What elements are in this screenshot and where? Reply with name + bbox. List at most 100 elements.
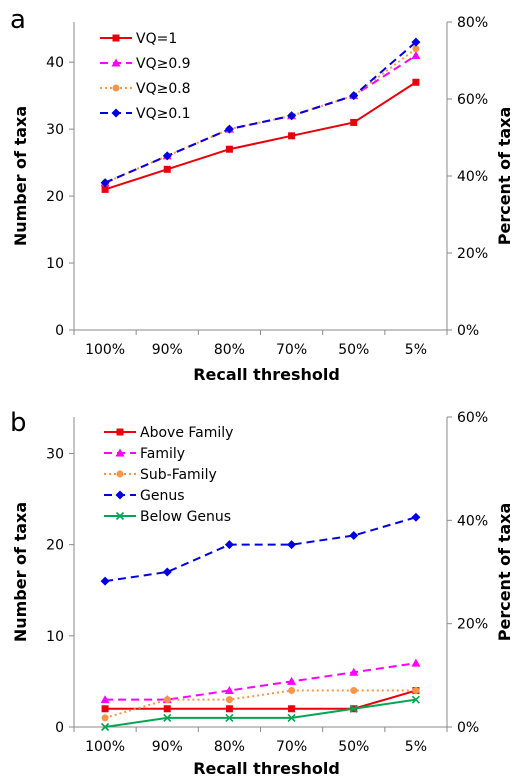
legend-label: Above Family bbox=[140, 425, 233, 441]
legend-marker bbox=[112, 84, 120, 92]
series-line bbox=[104, 81, 417, 191]
legend-label: VQ≥0.8 bbox=[136, 81, 191, 97]
data-point bbox=[100, 178, 110, 188]
legend-label: VQ≥0.1 bbox=[136, 106, 191, 122]
x-tick-label: 90% bbox=[152, 739, 183, 755]
data-point bbox=[411, 695, 420, 704]
data-point bbox=[225, 705, 233, 713]
data-point bbox=[349, 667, 359, 676]
data-point bbox=[411, 50, 421, 59]
data-point bbox=[225, 713, 234, 722]
data-point bbox=[224, 124, 234, 134]
series-line bbox=[104, 698, 417, 728]
data-point bbox=[100, 576, 110, 586]
y2-tick-label: 60% bbox=[457, 92, 488, 108]
data-point bbox=[287, 676, 297, 685]
data-point bbox=[349, 531, 359, 541]
legend-label: Family bbox=[140, 446, 185, 462]
x-tick-label: 50% bbox=[338, 739, 369, 755]
legend-label: Sub-Family bbox=[140, 467, 217, 483]
x-tick-label: 50% bbox=[338, 342, 369, 358]
legend-label: VQ≥0.9 bbox=[136, 56, 191, 72]
y-tick-label: 20 bbox=[46, 538, 64, 554]
panel-letter: b bbox=[10, 408, 27, 438]
data-point bbox=[101, 722, 110, 732]
legend-marker bbox=[111, 108, 121, 118]
data-point bbox=[287, 111, 297, 121]
panel-b: b 0 10 20 30 0% 20% 40% 60% 100% 90% 80% 70% 50% 5% Rec… bbox=[10, 408, 514, 778]
data-point bbox=[411, 658, 421, 667]
data-point bbox=[101, 714, 109, 722]
y-axis-title: Number of taxa bbox=[11, 106, 30, 246]
y2-tick-label: 20% bbox=[457, 617, 488, 633]
y2-tick-label: 80% bbox=[457, 15, 488, 31]
series-2 bbox=[100, 658, 421, 704]
data-point bbox=[163, 165, 171, 173]
y2-axis-title: Percent of taxa bbox=[495, 107, 514, 246]
legend-marker bbox=[116, 470, 124, 478]
data-point bbox=[349, 704, 358, 713]
x-tick-label: 100% bbox=[85, 739, 125, 755]
series-line bbox=[105, 689, 417, 710]
data-point bbox=[288, 687, 296, 695]
legend-marker bbox=[115, 448, 125, 457]
legend-marker bbox=[115, 490, 125, 500]
x-tick-label: 100% bbox=[85, 342, 125, 358]
y2-tick-label: 0% bbox=[457, 323, 479, 339]
series-5 bbox=[101, 695, 420, 732]
series-line bbox=[104, 41, 417, 184]
series-4 bbox=[100, 37, 421, 188]
data-point bbox=[225, 145, 233, 153]
series-4 bbox=[100, 512, 421, 586]
y2-tick-label: 60% bbox=[457, 410, 488, 426]
data-point bbox=[411, 37, 421, 47]
y-tick-label: 0 bbox=[55, 323, 64, 339]
series-line bbox=[104, 516, 417, 583]
legend-label: Genus bbox=[140, 488, 185, 504]
x-axis-title: Recall threshold bbox=[193, 365, 340, 384]
x-tick-label: 80% bbox=[214, 739, 245, 755]
y2-tick-label: 20% bbox=[457, 246, 488, 262]
y-tick-label: 20 bbox=[46, 189, 64, 205]
y-tick-label: 10 bbox=[46, 629, 64, 645]
series-1 bbox=[101, 78, 420, 193]
y-tick-label: 40 bbox=[46, 55, 64, 71]
data-point bbox=[224, 686, 234, 695]
legend-marker bbox=[112, 34, 120, 42]
data-point bbox=[288, 705, 296, 713]
data-point bbox=[225, 696, 233, 704]
y-tick-label: 0 bbox=[55, 720, 64, 736]
legend-label: Below Genus bbox=[140, 509, 231, 525]
data-point bbox=[288, 132, 296, 140]
y2-tick-label: 40% bbox=[457, 513, 488, 529]
data-point bbox=[101, 705, 109, 713]
data-point bbox=[350, 118, 358, 126]
x-tick-label: 5% bbox=[405, 342, 427, 358]
data-point bbox=[162, 567, 172, 577]
x-tick-label: 5% bbox=[405, 739, 427, 755]
legend-label: VQ=1 bbox=[136, 31, 177, 47]
series-3 bbox=[101, 687, 420, 722]
data-point bbox=[411, 512, 421, 522]
x-axis-title: Recall threshold bbox=[193, 759, 340, 778]
y-tick-label: 30 bbox=[46, 122, 64, 138]
panel-letter: a bbox=[10, 5, 26, 35]
legend-marker bbox=[116, 428, 124, 436]
data-point bbox=[412, 687, 420, 695]
panel-a: a 0 10 20 30 40 0% 20% 40% 60% 80% 100% 90% 80% 70% 50%… bbox=[10, 5, 514, 384]
data-point bbox=[350, 687, 358, 695]
x-tick-label: 90% bbox=[152, 342, 183, 358]
y-tick-label: 30 bbox=[46, 446, 64, 462]
series-line bbox=[105, 662, 417, 701]
data-point bbox=[224, 540, 234, 550]
data-point bbox=[349, 91, 359, 101]
y-tick-label: 10 bbox=[46, 256, 64, 272]
data-point bbox=[412, 45, 420, 53]
legend-marker bbox=[111, 58, 121, 67]
x-tick-label: 70% bbox=[276, 739, 307, 755]
data-point bbox=[163, 713, 172, 722]
y2-tick-label: 0% bbox=[457, 720, 479, 736]
data-point bbox=[162, 151, 172, 161]
x-tick-label: 70% bbox=[276, 342, 307, 358]
